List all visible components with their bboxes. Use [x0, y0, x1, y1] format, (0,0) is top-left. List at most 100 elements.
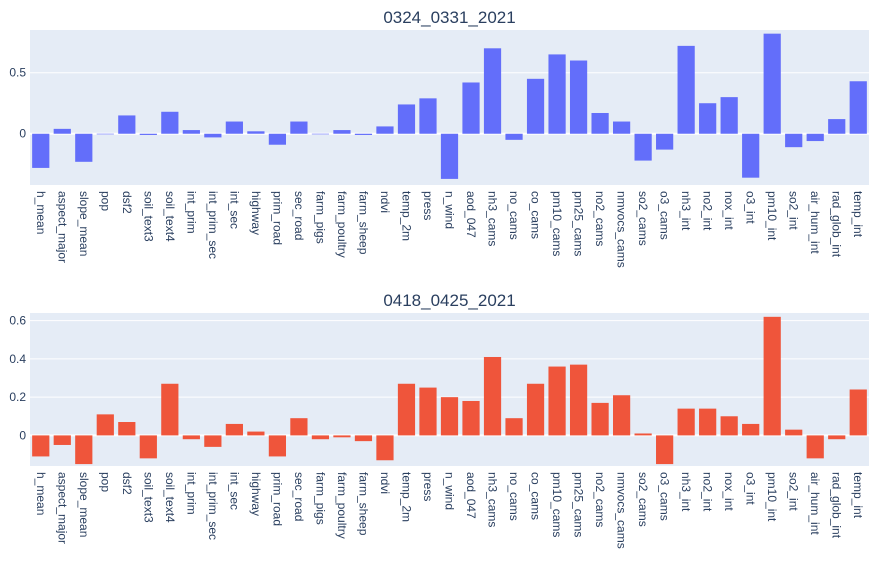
bar-farm_pigs[interactable] — [311, 435, 330, 440]
bar-temp_2m[interactable] — [397, 104, 416, 134]
x-tick-label: nox_int — [722, 472, 736, 511]
bar-rad_glob_int[interactable] — [828, 435, 846, 440]
x-tick-label: nh3_cams — [486, 472, 500, 527]
bar-pm25_cams[interactable] — [569, 60, 588, 134]
bar-n_wind[interactable] — [440, 133, 459, 179]
x-tick-label: farm_pigs — [313, 472, 327, 525]
x-tick-label: temp_2m — [399, 191, 413, 241]
x-tick-label: n_wind — [443, 472, 457, 510]
bar-air_hum_int[interactable] — [806, 133, 824, 142]
x-tick-label: soil_text3 — [141, 191, 155, 242]
bar-soil_text4[interactable] — [161, 111, 179, 134]
bar-pm10_cams[interactable] — [548, 54, 566, 134]
bar-no2_cams[interactable] — [591, 402, 609, 436]
bar-highway[interactable] — [247, 131, 265, 134]
bar-pop[interactable] — [96, 414, 114, 436]
bar-int_prim_sec[interactable] — [204, 435, 222, 447]
x-tick-label: air_hum_int — [808, 472, 822, 535]
bar-farm_poultry[interactable] — [333, 130, 351, 134]
bar-no2_int[interactable] — [699, 408, 717, 436]
bar-temp_int[interactable] — [849, 81, 867, 134]
bar-slope_mean[interactable] — [75, 133, 93, 162]
bar-int_prim[interactable] — [182, 435, 200, 440]
x-tick-label: pop — [98, 191, 112, 211]
bar-n_wind[interactable] — [440, 397, 459, 436]
bar-pop[interactable] — [96, 133, 114, 135]
bar-farm_sheep[interactable] — [354, 133, 373, 135]
bar-h_mean[interactable] — [32, 133, 50, 168]
bar-pm10_cams[interactable] — [548, 366, 566, 436]
bar-o3_cams[interactable] — [656, 435, 674, 465]
bar-pm10_int[interactable] — [763, 316, 781, 436]
x-tick-label: temp_int — [851, 472, 865, 519]
bar-ndvi[interactable] — [376, 435, 394, 461]
bar-air_hum_int[interactable] — [806, 435, 824, 459]
bar-pm25_cams[interactable] — [569, 364, 588, 436]
bar-series — [32, 33, 867, 179]
bar-int_prim[interactable] — [182, 130, 200, 134]
bar-farm_poultry[interactable] — [333, 435, 351, 438]
bar-so2_int[interactable] — [785, 429, 803, 436]
bar-temp_int[interactable] — [849, 389, 867, 436]
x-tick-label: int_prim_sec — [206, 191, 220, 259]
bar-nh3_int[interactable] — [677, 408, 695, 436]
x-tick-label: sec_road — [292, 191, 306, 240]
bar-rad_glob_int[interactable] — [828, 119, 846, 134]
bar-soil_text4[interactable] — [161, 383, 179, 436]
bar-nox_int[interactable] — [720, 97, 738, 134]
x-tick-label: int_prim_sec — [206, 472, 220, 540]
bar-aod_047[interactable] — [462, 82, 480, 134]
bar-nox_int[interactable] — [720, 416, 738, 436]
bar-farm_sheep[interactable] — [354, 435, 373, 442]
bar-nmvocs_cams[interactable] — [612, 395, 631, 436]
bar-ndvi[interactable] — [376, 126, 394, 134]
bar-no2_int[interactable] — [699, 103, 717, 134]
bar-series — [32, 316, 867, 465]
bar-highway[interactable] — [247, 431, 265, 436]
bar-so2_cams[interactable] — [634, 433, 652, 436]
x-tick-label: soil_text3 — [141, 472, 155, 523]
x-tick-label: int_sec — [227, 472, 241, 510]
x-tick-label: soil_text4 — [163, 191, 177, 242]
bar-h_mean[interactable] — [32, 435, 50, 457]
x-tick-label: air_hum_int — [808, 191, 822, 254]
y-tick-label: 0.4 — [9, 352, 26, 366]
bar-sec_road[interactable] — [290, 121, 308, 134]
bar-prim_road[interactable] — [268, 435, 287, 457]
bar-o3_int[interactable] — [742, 423, 760, 436]
bar-so2_cams[interactable] — [634, 133, 652, 161]
y-tick-label: 0 — [19, 428, 26, 442]
bar-o3_cams[interactable] — [656, 133, 674, 150]
bar-co_cams[interactable] — [526, 383, 545, 436]
bar-slope_mean[interactable] — [75, 435, 93, 465]
bar-no_cams[interactable] — [505, 133, 523, 140]
bar-nh3_cams[interactable] — [483, 356, 502, 436]
bar-sec_road[interactable] — [290, 418, 308, 436]
x-tick-label: ndvi — [378, 472, 392, 494]
bar-aod_047[interactable] — [462, 400, 480, 436]
bar-dsf2[interactable] — [118, 115, 136, 134]
bar-aspect_major[interactable] — [53, 435, 71, 445]
bar-soil_text3[interactable] — [139, 133, 157, 135]
bar-int_sec[interactable] — [225, 121, 243, 134]
bar-o3_int[interactable] — [742, 133, 760, 178]
bar-nh3_int[interactable] — [677, 45, 695, 134]
bar-nmvocs_cams[interactable] — [612, 121, 631, 134]
bar-no2_cams[interactable] — [591, 112, 609, 134]
bar-no_cams[interactable] — [505, 418, 523, 436]
bar-prim_road[interactable] — [268, 133, 287, 145]
bar-soil_text3[interactable] — [139, 435, 157, 459]
bar-co_cams[interactable] — [526, 78, 545, 134]
bar-int_prim_sec[interactable] — [204, 133, 222, 138]
bar-farm_pigs[interactable] — [311, 133, 330, 135]
bar-aspect_major[interactable] — [53, 128, 71, 134]
bar-int_sec[interactable] — [225, 423, 243, 436]
bar-so2_int[interactable] — [785, 133, 803, 148]
bar-dsf2[interactable] — [118, 422, 136, 436]
x-tick-label: prim_road — [270, 472, 284, 526]
bar-temp_2m[interactable] — [397, 383, 416, 436]
bar-press[interactable] — [419, 98, 437, 134]
bar-nh3_cams[interactable] — [483, 48, 502, 134]
bar-press[interactable] — [419, 387, 437, 436]
bar-pm10_int[interactable] — [763, 33, 781, 134]
